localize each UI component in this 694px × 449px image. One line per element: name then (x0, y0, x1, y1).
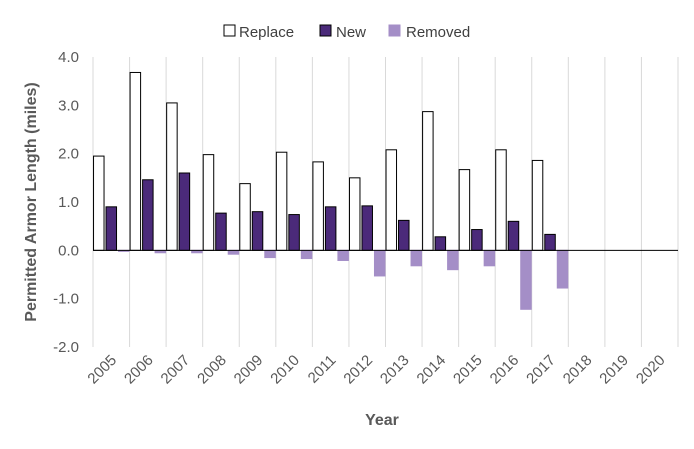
bar-new-2017 (544, 233, 556, 251)
bar-removed-2009 (264, 249, 276, 259)
bar-new-2009 (251, 211, 264, 251)
bar-removed-2011 (337, 249, 349, 261)
bar-new-2014 (434, 236, 447, 251)
bar-new-2006 (142, 179, 154, 251)
y-tick-label: -1.0 (53, 291, 79, 308)
y-tick-label: 3.0 (58, 97, 79, 114)
bar-new-2015 (471, 229, 483, 251)
legend-label-new: New (336, 24, 366, 41)
bar-removed-2016 (520, 249, 532, 310)
x-tick-label: 2009 (231, 352, 267, 388)
bar-removed-2015 (483, 249, 496, 267)
bar-removed-2012 (373, 249, 386, 277)
bar-replace-2014 (422, 111, 434, 251)
x-tick-label: 2017 (523, 352, 559, 388)
bar-replace-2006 (129, 71, 142, 251)
bar-new-2007 (178, 172, 191, 251)
y-tick-label: 1.0 (58, 194, 79, 211)
bar-new-2013 (398, 219, 410, 251)
bar-removed-2017 (556, 249, 569, 289)
x-tick-label: 2020 (633, 352, 669, 388)
legend-swatch-replace (223, 24, 236, 37)
y-axis-title: Permitted Armor Length (miles) (23, 82, 40, 321)
legend-label-removed: Removed (406, 24, 470, 41)
bar-replace-2012 (348, 177, 361, 251)
bar-replace-2007 (166, 102, 178, 251)
bar-new-2012 (361, 205, 373, 251)
bar-replace-2017 (531, 159, 544, 251)
bar-removed-2010 (300, 249, 313, 260)
x-tick-label: 2008 (194, 352, 230, 388)
y-axis-ticks: -2.0 -1.0 0.0 1.0 2.0 3.0 4.0 (53, 49, 79, 356)
x-axis-title: Year (365, 412, 399, 429)
y-tick-label: 4.0 (58, 49, 79, 66)
x-tick-label: 2015 (450, 352, 486, 388)
bar-replace-2016 (495, 149, 507, 251)
bar-replace-2013 (385, 149, 398, 251)
bars (93, 71, 569, 310)
gridlines (92, 57, 679, 347)
legend-swatch-removed (388, 24, 401, 37)
bar-replace-2008 (202, 154, 215, 251)
bar-replace-2015 (458, 169, 471, 251)
bar-replace-2010 (275, 151, 288, 251)
bar-removed-2014 (447, 249, 459, 271)
bar-replace-2005 (93, 155, 105, 251)
x-tick-label: 2010 (267, 352, 303, 388)
x-tick-label: 2018 (560, 352, 596, 388)
y-tick-label: 2.0 (58, 146, 79, 163)
x-tick-label: 2014 (414, 352, 450, 388)
bar-new-2011 (324, 206, 337, 251)
x-tick-label: 2007 (158, 352, 194, 388)
bar-removed-2008 (227, 249, 240, 255)
bar-new-2005 (105, 206, 118, 251)
legend: Replace New Removed (223, 24, 470, 41)
x-tick-label: 2011 (305, 352, 340, 387)
x-tick-label: 2013 (377, 352, 413, 388)
bar-new-2016 (507, 220, 520, 251)
bar-new-2008 (215, 212, 227, 251)
bar-removed-2013 (410, 249, 423, 267)
x-tick-label: 2005 (84, 352, 120, 388)
x-tick-label: 2019 (596, 352, 632, 388)
x-tick-label: 2006 (121, 352, 157, 388)
bar-new-2010 (288, 214, 300, 251)
legend-swatch-new (319, 24, 332, 37)
bar-replace-2011 (312, 161, 324, 251)
x-axis-ticks: 2005 2006 2007 2008 2009 2010 2011 2012 2013 2014… (84, 352, 668, 388)
y-tick-label: 0.0 (58, 242, 79, 259)
x-tick-label: 2012 (340, 352, 376, 388)
y-tick-label: -2.0 (53, 339, 79, 356)
legend-label-replace: Replace (239, 24, 294, 41)
bar-replace-2009 (239, 183, 251, 251)
x-tick-label: 2016 (487, 352, 523, 388)
